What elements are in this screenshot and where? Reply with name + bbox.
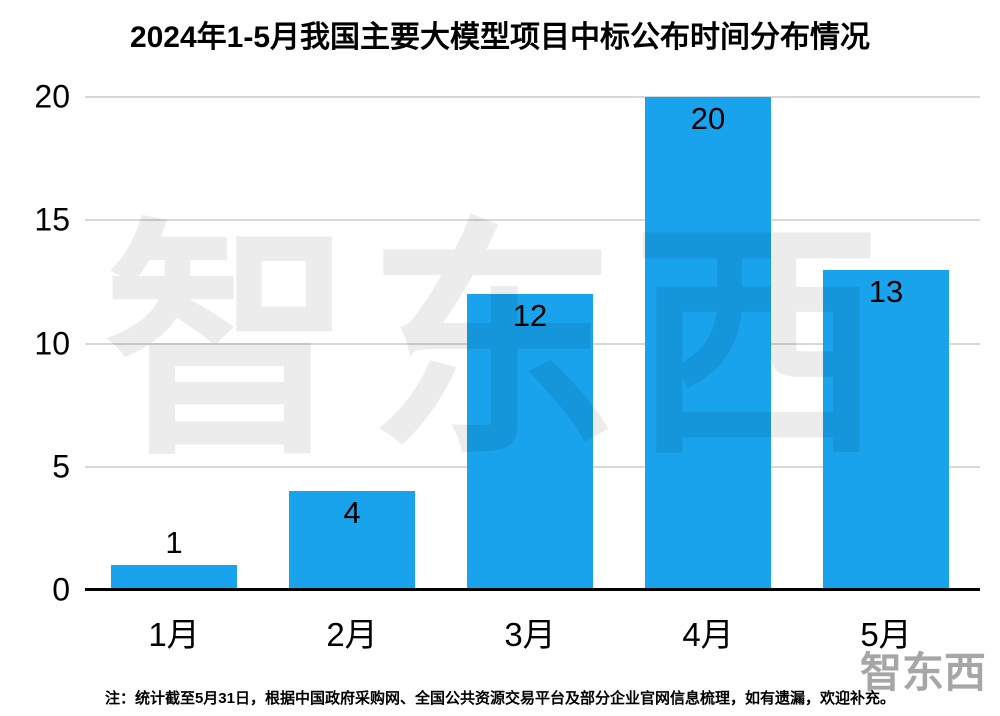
- x-axis-tick-label: 4月: [682, 616, 734, 653]
- bar-2月: [289, 491, 415, 590]
- bar-1月: [111, 565, 237, 590]
- y-axis-tick-label: 10: [34, 325, 70, 361]
- x-axis-line: [85, 588, 980, 591]
- x-axis-tick-label: 2月: [326, 616, 378, 653]
- source-note: 注：统计截至5月31日，根据中国政府采购网、全国公共资源交易平台及部分企业官网信…: [104, 690, 896, 707]
- bar-4月: [645, 97, 771, 590]
- bar-5月: [823, 269, 949, 590]
- y-axis-tick-label: 15: [34, 201, 70, 238]
- bar-value-label: 4: [343, 495, 361, 531]
- y-axis-tick-label: 0: [52, 571, 70, 608]
- bar-value-label: 20: [690, 101, 726, 136]
- gridline: [85, 219, 980, 222]
- y-axis-tick-label: 20: [34, 78, 70, 115]
- x-axis-tick-label: 1月: [148, 616, 200, 653]
- bar-value-label: 1: [165, 525, 183, 561]
- x-axis-tick-label: 3月: [504, 616, 556, 653]
- y-axis-tick-label: 5: [52, 448, 70, 485]
- bar-value-label: 13: [868, 273, 904, 309]
- bar-3月: [467, 294, 593, 590]
- bar-value-label: 12: [512, 298, 548, 334]
- chart-title: 2024年1-5月我国主要大模型项目中标公布时间分布情况: [129, 21, 871, 54]
- gridline: [85, 96, 980, 98]
- x-axis-tick-label: 5月: [860, 616, 912, 653]
